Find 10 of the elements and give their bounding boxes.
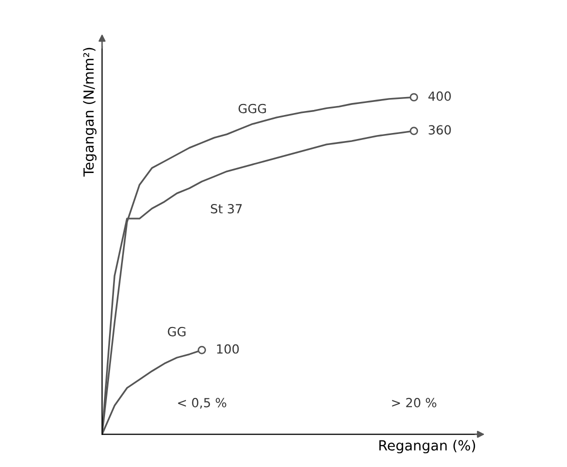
annotation: < 0,5 % (178, 398, 226, 409)
y-axis-title: Tegangan (N/mm²) (83, 48, 97, 177)
data-label: 400 (428, 91, 451, 101)
series-label: GGG (238, 104, 266, 114)
data-label: 100 (217, 344, 239, 354)
series-label: St 37 (210, 204, 242, 214)
series-label: GG (168, 326, 186, 336)
data-label: 360 (428, 125, 451, 135)
annotation: > 20 % (392, 398, 436, 408)
x-axis-title: Regangan (%) (379, 440, 476, 454)
